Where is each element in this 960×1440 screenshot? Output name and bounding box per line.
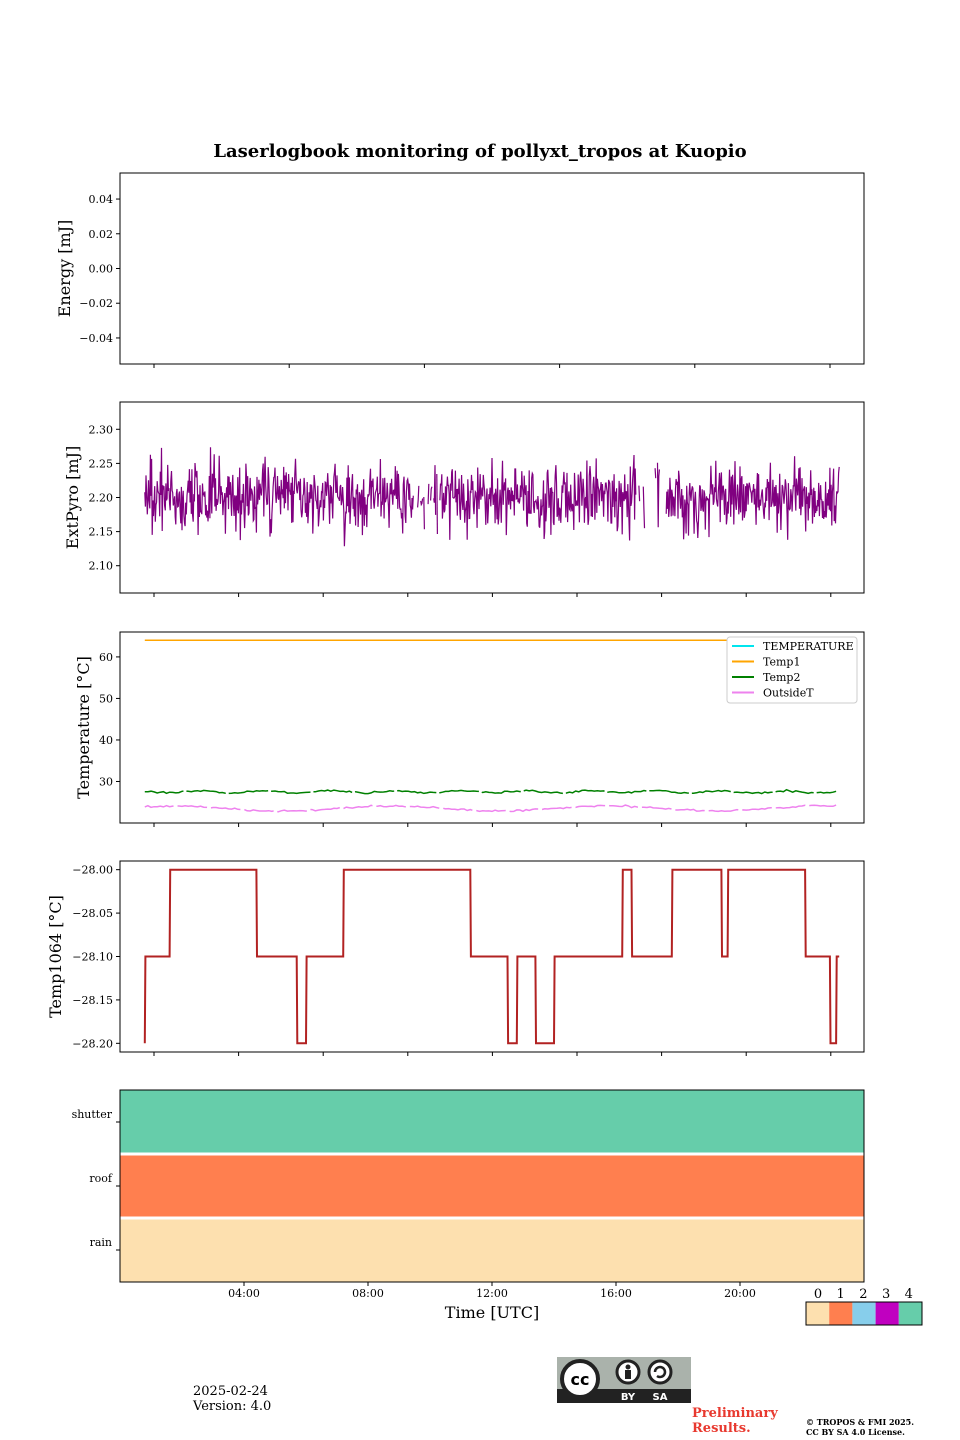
legend-frame (726, 636, 858, 704)
cc-text: cc (571, 1370, 590, 1389)
extpyro-series (642, 486, 646, 529)
temp1064-series (143, 868, 840, 1045)
colorbar-tick-label: 1 (837, 1287, 845, 1302)
panel-3: 60 50 40 30 Temperature [°C] TEMPERATURE Temp1… (74, 631, 865, 827)
preliminary-note: Preliminary Results. (692, 1406, 778, 1436)
extpyro-series (665, 456, 840, 540)
y-tick-label: −28.00 (72, 864, 113, 877)
legend-label: TEMPERATURE (763, 640, 854, 653)
y-tick-label: 0.00 (89, 263, 114, 276)
x-tick-label: 04:00 (228, 1287, 260, 1300)
preliminary-line1: Preliminary (692, 1406, 778, 1421)
y-tick-label: 0.04 (89, 193, 114, 206)
outsidet-series (144, 804, 837, 813)
colorbar-frame (805, 1301, 923, 1326)
colorbar-cell (806, 1302, 830, 1325)
legend: TEMPERATURE Temp1 Temp2 OutsideT (726, 636, 858, 704)
legend-label: Temp2 (763, 671, 800, 684)
chart-title: Laserlogbook monitoring of pollyxt_tropo… (213, 141, 747, 162)
y-tick-label: −0.02 (79, 297, 113, 310)
temp2-series (144, 788, 837, 795)
status-row-rain (120, 1218, 864, 1282)
copyright-line2: CC BY SA 4.0 License. (806, 1427, 905, 1437)
y-tick-label: −28.05 (72, 907, 113, 920)
extpyro-series (656, 462, 660, 528)
y-tick-label: −0.04 (79, 332, 113, 345)
copyright-line1: © TROPOS & FMI 2025. (806, 1417, 915, 1427)
colorbar-tick-label: 2 (859, 1287, 867, 1302)
y-tick-label: 2.30 (89, 423, 114, 436)
colorbar-tick-label: 4 (905, 1287, 913, 1302)
colorbar-tick-label: 3 (882, 1287, 890, 1302)
colorbar-cell (875, 1302, 899, 1325)
y-tick-label: 2.20 (89, 492, 114, 505)
by-text: BY (621, 1392, 636, 1403)
legend-label: Temp1 (763, 656, 800, 669)
colorbar-cell (898, 1302, 922, 1325)
axes-frame (119, 172, 865, 365)
extpyro-series (430, 486, 433, 501)
y-tick-label: −28.15 (72, 994, 113, 1007)
colorbar-tick-label: 0 (814, 1287, 822, 1302)
row-label: shutter (72, 1108, 113, 1121)
colorbar-cell (852, 1302, 876, 1325)
x-axis-label: Time [UTC] (445, 1303, 539, 1322)
axes-frame (119, 1089, 865, 1283)
y-tick-label: 0.02 (89, 228, 114, 241)
extpyro-series (420, 498, 424, 507)
y-tick-label: 2.25 (89, 457, 114, 470)
date-version-block: 2025-02-24 Version: 4.0 (193, 1384, 271, 1414)
y-axis-label: Energy [mJ] (55, 220, 74, 318)
version-label: Version: 4.0 (193, 1399, 272, 1414)
extpyro-series (654, 468, 657, 479)
preliminary-line2: Results. (692, 1421, 751, 1436)
y-tick-label: −28.10 (72, 951, 113, 964)
status-row-roof (120, 1154, 864, 1218)
extpyro-series (638, 485, 641, 502)
colorbar-cell (829, 1302, 853, 1325)
y-tick-label: −28.20 (72, 1037, 113, 1050)
sa-text: SA (653, 1392, 668, 1403)
y-tick-label: 60 (99, 651, 113, 664)
copyright-note: © TROPOS & FMI 2025. CC BY SA 4.0 Licens… (806, 1417, 914, 1437)
extpyro-series (433, 465, 437, 515)
panel-5: shutter roof rain 04:00 08:00 12:00 16:00 20:00… (72, 1089, 923, 1326)
panel-4: −28.00 −28.05 −28.10 −28.15 −28.20 Temp1064 [… (46, 860, 865, 1056)
y-tick-label: 2.15 (89, 526, 114, 539)
legend-label: OutsideT (763, 687, 814, 700)
extpyro-series (144, 447, 414, 547)
date-label: 2025-02-24 (193, 1384, 268, 1399)
extpyro-series (439, 454, 637, 541)
y-tick-label: 50 (99, 692, 113, 705)
y-axis-label: Temperature [°C] (74, 656, 93, 799)
x-tick-label: 12:00 (476, 1287, 508, 1300)
y-axis-label: ExtPyro [mJ] (63, 446, 82, 549)
row-label: roof (89, 1172, 113, 1185)
row-label: rain (90, 1236, 112, 1249)
x-tick-label: 16:00 (600, 1287, 632, 1300)
panel-1: 0.04 0.02 0.00 −0.02 −0.04 Energy [mJ] (55, 172, 865, 368)
y-tick-label: 2.10 (89, 560, 114, 573)
extpyro-series (423, 496, 425, 530)
y-tick-label: 40 (99, 734, 113, 747)
extpyro-series (427, 483, 430, 505)
x-tick-label: 08:00 (352, 1287, 384, 1300)
status-row-shutter (120, 1090, 864, 1154)
x-tick-label: 20:00 (724, 1287, 756, 1300)
extpyro-series (417, 485, 420, 508)
share-alike-icon (647, 1359, 673, 1385)
y-tick-label: 30 (99, 775, 113, 788)
cc-by-sa-badge: cc BY SA (557, 1357, 691, 1403)
y-axis-label: Temp1064 [°C] (46, 895, 65, 1018)
panel-2: 2.30 2.25 2.20 2.15 2.10 ExtPyro [mJ] (63, 401, 865, 597)
extpyro-series (436, 473, 438, 535)
